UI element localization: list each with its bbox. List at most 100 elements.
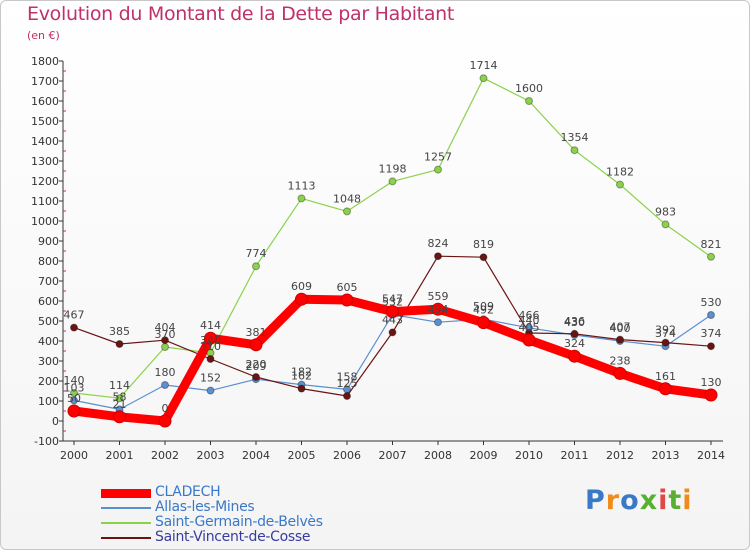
data-label: 114 <box>109 379 130 392</box>
data-point <box>340 293 354 307</box>
data-label: 392 <box>655 324 676 337</box>
data-point <box>204 331 217 345</box>
data-label: 21 <box>113 398 127 411</box>
data-label: 374 <box>655 327 676 340</box>
y-tick-label: 1100 <box>31 195 59 208</box>
data-label: 340 <box>200 334 221 347</box>
data-label: 509 <box>473 300 494 313</box>
data-label: 209 <box>246 360 267 373</box>
data-label: 158 <box>337 370 358 383</box>
data-label: 492 <box>473 304 494 317</box>
data-label: 370 <box>155 328 176 341</box>
x-tick-label: 2007 <box>379 449 407 462</box>
data-label: 0 <box>162 402 169 415</box>
data-label: 824 <box>428 237 449 250</box>
y-tick-label: 1700 <box>31 75 59 88</box>
y-tick-label: 1500 <box>31 115 59 128</box>
data-point <box>252 373 260 381</box>
data-point <box>434 252 442 261</box>
y-tick-label: 100 <box>38 395 59 408</box>
data-point <box>707 311 715 319</box>
data-point <box>115 394 124 403</box>
data-label: 1048 <box>333 192 361 205</box>
y-tick-label: 200 <box>38 375 59 388</box>
x-tick-label: 2000 <box>60 449 88 462</box>
data-point <box>616 335 624 344</box>
data-label: 414 <box>200 319 221 332</box>
proxiti-logo: Proxiti <box>585 485 693 516</box>
x-tick-label: 2005 <box>288 449 316 462</box>
x-tick-label: 2012 <box>606 449 634 462</box>
data-label: 404 <box>155 321 176 334</box>
chart-unit-label: (en €) <box>27 29 60 42</box>
data-point <box>613 366 627 380</box>
data-label: 140 <box>64 374 85 387</box>
legend-label: Allas-les-Mines <box>155 499 255 515</box>
data-label: 774 <box>246 247 267 260</box>
data-point <box>570 329 579 338</box>
data-label: 819 <box>473 238 494 251</box>
data-label: 374 <box>701 327 722 340</box>
data-label: 50 <box>67 392 81 405</box>
data-label: 385 <box>109 325 130 338</box>
data-label: 436 <box>564 315 585 328</box>
data-point <box>161 336 169 345</box>
x-tick-label: 2004 <box>242 449 270 462</box>
data-point <box>522 333 536 347</box>
data-label: 467 <box>64 309 85 322</box>
x-tick-label: 2014 <box>697 449 725 462</box>
data-label: 821 <box>701 238 722 251</box>
x-tick-label: 2006 <box>333 449 361 462</box>
series-line-Saint-Germain-de-Belvès <box>73 77 712 399</box>
data-label: 1600 <box>515 82 543 95</box>
data-label: 310 <box>200 340 221 353</box>
data-point <box>343 207 351 216</box>
data-point <box>707 342 715 351</box>
y-tick-label: 600 <box>38 295 59 308</box>
legend-swatch <box>101 537 151 539</box>
legend-swatch <box>101 522 151 524</box>
x-tick-label: 2011 <box>561 449 589 462</box>
data-point <box>297 384 306 393</box>
data-label: 1714 <box>470 59 498 72</box>
data-point <box>525 97 533 105</box>
tick-labels: -100010020030040050060070080090010001100… <box>31 55 725 462</box>
data-point <box>67 404 81 418</box>
data-label: 430 <box>564 316 585 329</box>
data-label: 400 <box>610 322 631 335</box>
data-label: 381 <box>246 326 267 339</box>
data-label: 494 <box>428 303 449 316</box>
legend-label: Saint-Vincent-de-Cosse <box>155 529 311 545</box>
y-tick-label: 0 <box>52 415 59 428</box>
data-label: 180 <box>155 366 176 379</box>
data-point <box>115 340 124 348</box>
data-point <box>431 302 445 316</box>
data-label: 103 <box>64 381 85 394</box>
data-point <box>70 396 78 405</box>
data-point <box>161 343 169 351</box>
data-point <box>659 382 672 396</box>
y-tick-label: 1800 <box>31 55 59 68</box>
data-label: 440 <box>519 314 540 327</box>
y-tick-label: 1000 <box>31 215 59 228</box>
data-label: 1113 <box>288 179 316 192</box>
data-label: 162 <box>291 370 312 383</box>
line-chart: -100010020030040050060070080090010001100… <box>31 55 725 462</box>
y-tick-label: 700 <box>38 275 59 288</box>
data-point <box>707 252 715 261</box>
data-label: 130 <box>701 376 722 389</box>
data-point <box>434 165 442 174</box>
y-tick-label: 1300 <box>31 155 59 168</box>
x-tick-label: 2008 <box>424 449 452 462</box>
y-tick-label: 800 <box>38 255 59 268</box>
data-point <box>206 355 215 363</box>
y-tick-label: 500 <box>38 315 59 328</box>
data-point <box>158 414 172 428</box>
data-label: 532 <box>382 296 403 309</box>
legend-label: CLADECH <box>155 484 221 500</box>
data-label: 58 <box>113 390 127 403</box>
data-point <box>249 338 263 352</box>
data-label: 609 <box>291 280 312 293</box>
data-label: 1182 <box>606 166 634 179</box>
